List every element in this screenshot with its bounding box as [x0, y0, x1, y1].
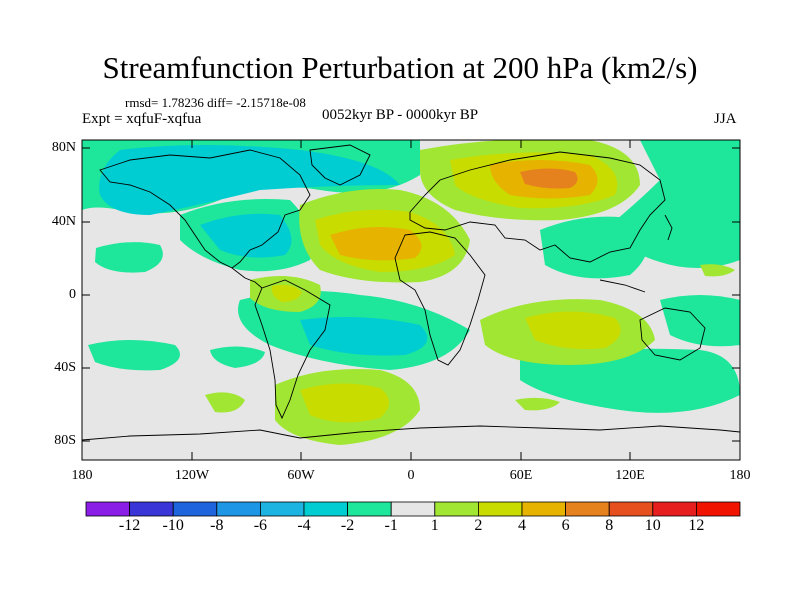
colorbar-label-0: -12: [118, 517, 141, 534]
lat-label-40s: 40S: [54, 360, 76, 375]
contour-pos-south-america-core: [271, 284, 302, 302]
coastlines: [82, 144, 740, 441]
colorbar-label-11: 8: [605, 517, 614, 534]
coast-greenland: [309, 144, 371, 186]
lon-label-0: 0: [407, 468, 415, 483]
lon-label-60e: 60E: [509, 468, 533, 483]
coast-central-america: [231, 267, 263, 289]
colorbar-swatch-11: [565, 501, 610, 517]
colorbar-label-7: 1: [430, 517, 439, 534]
lon-label-180e: 180: [729, 468, 751, 483]
colorbar-label-10: 6: [561, 517, 570, 534]
contour-neg-north-america-core: [200, 213, 292, 258]
coast-africa: [394, 231, 486, 366]
colorbar-swatch-3: [216, 501, 261, 517]
lat-label-eq: 0: [69, 287, 76, 302]
contour-field: [82, 140, 740, 460]
colorbar-swatch-7: [390, 501, 436, 517]
contour-neg-tropical-atlantic-core: [300, 316, 428, 356]
lat-label-80n: 80N: [51, 140, 76, 155]
colorbar-swatch-1: [129, 501, 174, 517]
contour-neg-south-pacific-2: [210, 346, 265, 368]
colorbar-label-3: -6: [253, 517, 268, 534]
coast-japan: [664, 214, 673, 241]
contour-neg-south-pacific: [88, 340, 180, 371]
contour-neg-asia-east: [540, 216, 648, 279]
colorbar-label-12: 10: [644, 517, 661, 534]
colorbar-swatch-14: [696, 501, 741, 517]
contour-pos-south-pacific-small: [205, 392, 245, 413]
contour-pos-atlantic-core: [330, 226, 422, 261]
colorbar-label-13: 12: [688, 517, 705, 534]
contour-pos-south-indian-small: [515, 397, 560, 411]
coast-eurasia: [409, 151, 666, 263]
colorbar-swatch-9: [477, 501, 523, 517]
colorbar-label-5: -2: [340, 517, 355, 534]
contour-pos-pacific-small: [700, 264, 735, 277]
coast-australia: [639, 307, 706, 361]
contour-pos-southern-ocean-core: [300, 383, 389, 423]
plot-title: Streamfunction Perturbation at 200 hPa (…: [102, 50, 698, 85]
coast-antarctica: [82, 425, 740, 441]
period-label: 0052kyr BP - 0000kyr BP: [322, 107, 479, 123]
colorbar-label-6: -1: [384, 517, 398, 534]
colorbar-swatch-5: [303, 501, 348, 517]
colorbar-label-8: 2: [474, 517, 483, 534]
coast-north-america: [99, 149, 311, 269]
colorbar-swatch-0: [85, 501, 130, 517]
colorbar-swatch-13: [652, 501, 697, 517]
lon-label-120w: 120W: [174, 468, 210, 483]
contour-neg-north-pacific: [95, 242, 163, 273]
colorbar-swatch-2: [172, 501, 218, 517]
lon-label-120e: 120E: [615, 468, 645, 483]
contour-neg-arctic-core: [99, 145, 401, 215]
colorbar-label-4: -4: [297, 517, 311, 534]
colorbar: [85, 501, 741, 517]
season-label: JJA: [714, 111, 737, 127]
axis-ticks: [82, 140, 740, 460]
colorbar-swatch-8: [434, 501, 479, 517]
colorbar-swatch-6: [347, 501, 392, 517]
colorbar-swatch-10: [521, 501, 566, 517]
contour-pos-eurasia-core: [520, 168, 578, 189]
lon-label-60w: 60W: [287, 468, 315, 483]
colorbar-swatch-12: [608, 501, 654, 517]
coast-south-america: [254, 279, 331, 420]
lon-label-180w: 180: [71, 468, 93, 483]
colorbar-label-1: -10: [162, 517, 184, 534]
contour-pos-indian-core: [525, 311, 621, 349]
colorbar-label-9: 4: [518, 517, 526, 534]
lat-label-80s: 80S: [54, 433, 76, 448]
lat-label-40n: 40N: [51, 214, 76, 229]
coast-indonesia: [599, 279, 646, 293]
experiment-label: Expt = xqfuF-xqfua: [82, 111, 202, 127]
rmsd-diff-stats: rmsd= 1.78236 diff= -2.15718e-08: [125, 95, 306, 110]
colorbar-swatch-4: [259, 501, 305, 517]
contour-neg-australia: [660, 295, 740, 347]
colorbar-label-2: -8: [210, 517, 224, 534]
